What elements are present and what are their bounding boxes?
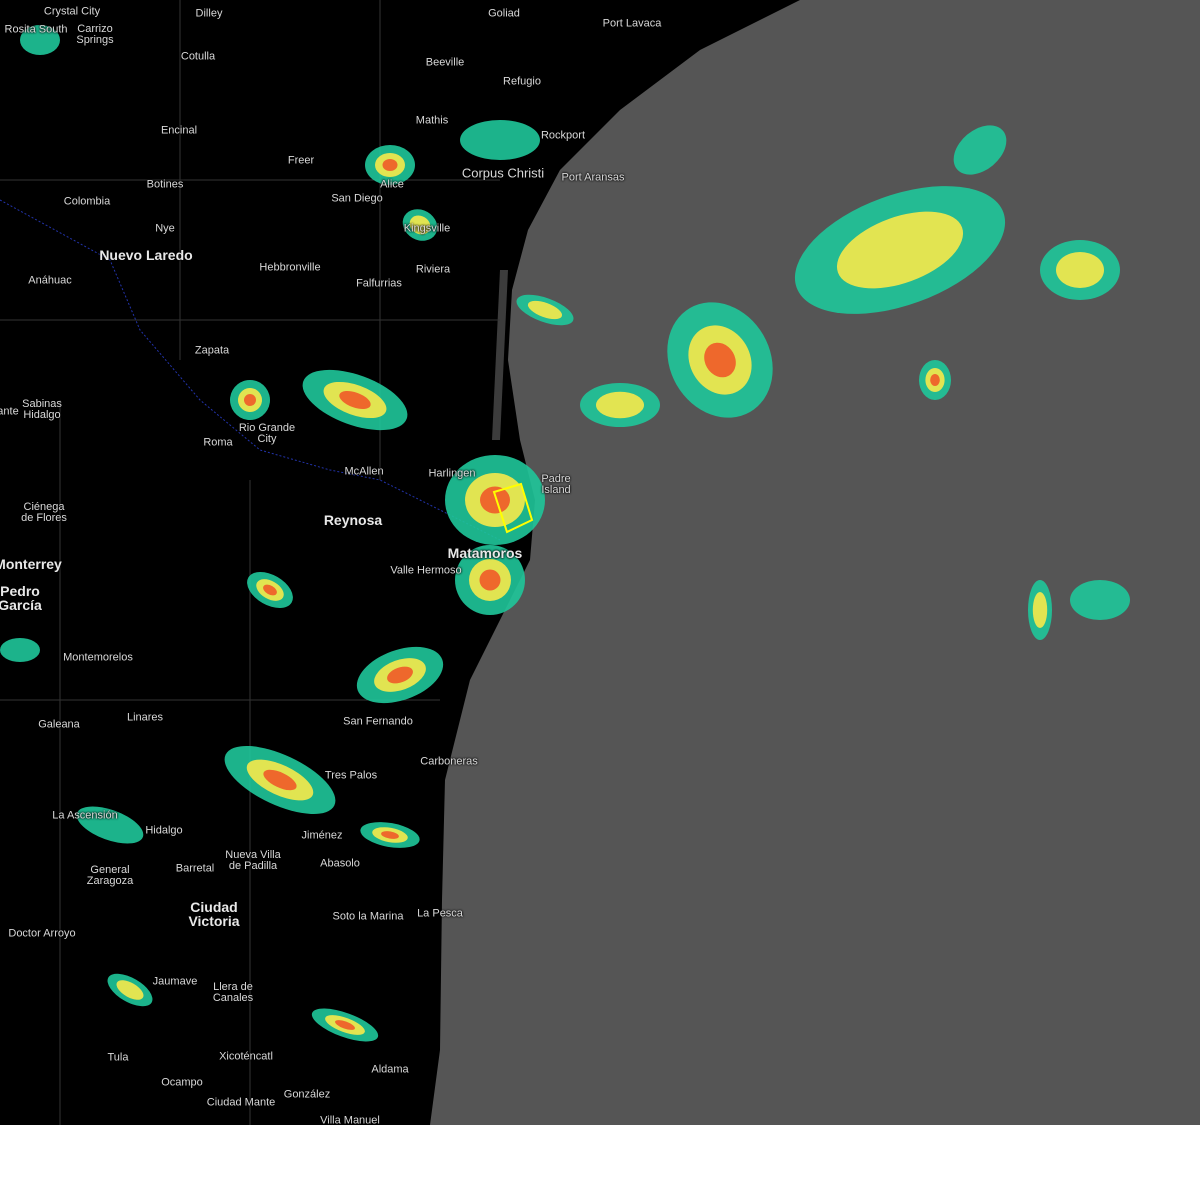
city-label: Reynosa: [323, 512, 383, 528]
city-label: Botines: [146, 178, 184, 191]
city-label: Soto la Marina: [332, 910, 404, 923]
city-label: Colombia: [63, 195, 111, 208]
radar-echo: [527, 300, 563, 320]
city-label: Rockport: [540, 129, 586, 142]
warning-polygon[interactable]: [492, 482, 534, 534]
city-label: La Ascensión: [52, 809, 118, 822]
radar-echo: [596, 391, 644, 419]
city-label: San Fernando: [343, 715, 413, 728]
city-label: Freer: [287, 154, 315, 167]
city-label: Port Aransas: [561, 171, 625, 184]
city-label: Monterrey: [0, 556, 62, 572]
city-label: Padre Island: [541, 473, 571, 496]
radar-echo: [116, 980, 144, 1000]
radar-echo: [1056, 252, 1104, 288]
city-label: Hidalgo: [145, 824, 183, 837]
city-label: Kingsville: [403, 222, 451, 235]
city-label: Abasolo: [320, 857, 360, 870]
radar-echo: [20, 25, 60, 55]
city-label: Valle Hermoso: [390, 564, 462, 577]
city-label: Dilley: [195, 7, 223, 20]
city-label: Jiménez: [301, 829, 343, 842]
city-label: Ciudad Mante: [206, 1096, 276, 1109]
city-label: Linares: [126, 711, 164, 724]
city-label: Nuevo Laredo: [99, 247, 193, 263]
footer-blank: [0, 1125, 1200, 1200]
city-label: González: [283, 1088, 331, 1101]
city-label: Carboneras: [420, 755, 478, 768]
city-label: Zapata: [194, 344, 230, 357]
radar-echo: [704, 342, 736, 378]
city-label: Jaumave: [152, 975, 198, 988]
radar-echo: [76, 806, 144, 844]
city-label: Anáhuac: [28, 274, 72, 287]
city-label: Falfurrias: [356, 277, 402, 290]
radar-map[interactable]: Crystal City Dilley Goliad Port Lavaca Rosit…: [0, 0, 1200, 1125]
city-label: Rosita South: [4, 23, 68, 36]
city-label: Cotulla: [180, 50, 216, 63]
city-label: Galeana: [38, 718, 80, 731]
city-label: Montemorelos: [63, 651, 133, 664]
city-label: Beeville: [425, 56, 465, 69]
city-label: Refugio: [503, 75, 541, 88]
city-label: Goliad: [488, 7, 520, 20]
city-label: Ciénega de Flores: [21, 501, 67, 524]
city-label: San Diego: [331, 192, 383, 205]
city-label: Ciudad Victoria: [188, 899, 240, 929]
city-label: Carrizo Springs: [76, 23, 114, 46]
radar-echo: [335, 1020, 355, 1030]
city-label: La Pesca: [417, 907, 463, 920]
radar-echo: [836, 211, 964, 289]
city-label: Riviera: [415, 263, 451, 276]
county-lines: [0, 0, 500, 1125]
radar-echo: [387, 666, 413, 684]
map-base: [0, 0, 1200, 1125]
radar-echo: [930, 374, 940, 386]
city-label: Aldama: [371, 1063, 409, 1076]
city-label: Mathis: [415, 114, 449, 127]
city-label: Barretal: [175, 862, 215, 875]
city-label: Sabinas Hidalgo: [22, 398, 62, 421]
city-label: Nye: [155, 222, 175, 235]
city-label: Ocampo: [161, 1076, 203, 1089]
border: [0, 199, 501, 541]
radar-echo: [382, 159, 398, 171]
radar-echo: [244, 394, 256, 406]
city-label: Corpus Christi: [461, 165, 545, 181]
city-label: Rio Grande City: [238, 422, 296, 445]
city-label: Alice: [380, 178, 404, 191]
radar-echo: [0, 638, 40, 662]
radar-echo: [339, 390, 371, 410]
city-label: Crystal City: [43, 5, 101, 18]
city-label: Hebbronville: [259, 261, 321, 274]
radar-echo: [953, 125, 1007, 175]
city-label: Matamoros: [447, 545, 523, 561]
city-label: Encinal: [160, 124, 198, 137]
city-label: Roma: [203, 436, 233, 449]
city-label: Tula: [107, 1051, 129, 1064]
radar-echo: [409, 215, 431, 235]
radar-echo: [479, 569, 501, 591]
gulf-of-mexico: [430, 0, 1200, 1125]
city-label: Villa Manuel: [320, 1114, 380, 1125]
radar-echo: [263, 769, 297, 791]
city-label: McAllen: [344, 465, 384, 478]
city-label: Harlingen: [428, 467, 476, 480]
radar-echo: [263, 584, 277, 596]
city-label: Tres Palos: [324, 769, 378, 782]
city-label: Xicoténcatl: [219, 1050, 273, 1063]
city-label: Port Lavaca: [602, 17, 662, 30]
radar-echo: [1032, 592, 1048, 628]
city-label: Llera de Canales: [212, 981, 254, 1004]
city-label: Nueva Villa de Padilla: [225, 849, 281, 872]
radar-echo: [1070, 580, 1130, 620]
radar-echo: [460, 120, 540, 160]
city-label: General Zaragoza: [86, 864, 134, 887]
city-label: Pedro García: [0, 583, 42, 613]
radar-echo: [480, 486, 510, 514]
laguna-madre: [492, 270, 508, 440]
radar-echo: [381, 831, 399, 839]
city-label: ante: [0, 405, 19, 418]
city-label: Doctor Arroyo: [8, 927, 76, 940]
